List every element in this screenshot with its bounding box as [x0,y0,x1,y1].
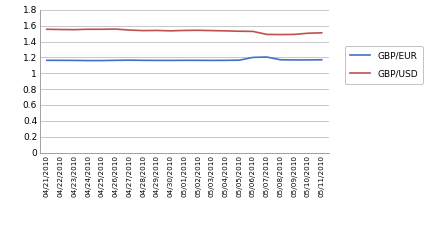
GBP/EUR [209,59,214,62]
Line: GBP/USD: GBP/USD [47,29,322,35]
GBP/USD [305,32,311,35]
GBP/USD [140,29,146,32]
GBP/USD [223,29,228,32]
GBP/USD [154,29,159,32]
GBP/USD [264,33,270,36]
GBP/USD [195,29,201,32]
GBP/EUR [305,59,311,62]
GBP/USD [71,28,77,31]
GBP/USD [209,29,214,32]
GBP/EUR [85,59,91,62]
GBP/EUR [278,58,283,61]
GBP/USD [319,31,325,34]
GBP/USD [168,29,173,32]
GBP/EUR [58,59,63,62]
Line: GBP/EUR: GBP/EUR [47,57,322,61]
Legend: GBP/EUR, GBP/USD: GBP/EUR, GBP/USD [345,46,423,84]
GBP/EUR [319,58,325,61]
GBP/EUR [168,59,173,62]
GBP/EUR [127,59,132,62]
GBP/USD [292,33,297,36]
GBP/EUR [154,59,159,62]
GBP/USD [182,29,187,32]
GBP/EUR [71,59,77,62]
GBP/USD [58,28,63,31]
GBP/USD [237,30,242,33]
GBP/EUR [113,59,118,62]
GBP/USD [278,33,283,36]
GBP/USD [85,28,91,31]
GBP/EUR [99,59,104,62]
GBP/USD [99,28,104,31]
GBP/EUR [250,56,256,59]
GBP/EUR [182,59,187,62]
GBP/USD [250,30,256,33]
GBP/EUR [195,59,201,62]
GBP/USD [44,28,49,31]
GBP/EUR [140,59,146,62]
GBP/EUR [237,59,242,62]
GBP/EUR [223,59,228,62]
GBP/USD [127,29,132,31]
GBP/USD [113,28,118,31]
GBP/EUR [292,59,297,62]
GBP/EUR [44,59,49,62]
GBP/EUR [264,56,270,59]
